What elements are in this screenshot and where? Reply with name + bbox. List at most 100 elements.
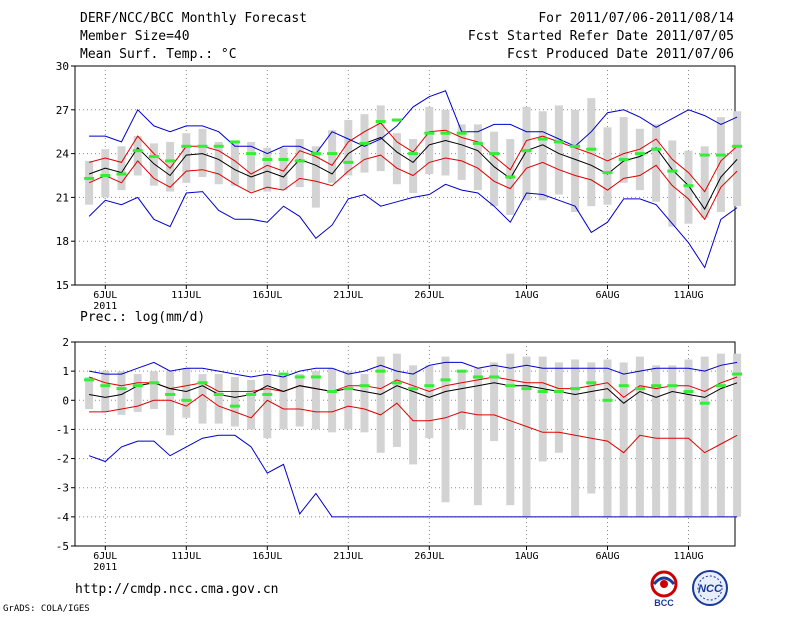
prec-green-marker <box>424 384 435 388</box>
prec-ensemble-box <box>571 359 580 517</box>
temp-green-marker <box>116 172 127 176</box>
precipitation-variable-label: Prec.: log(mm/d) <box>80 310 206 325</box>
prec-ytick-label: 1 <box>62 365 69 378</box>
prec-green-marker <box>343 387 354 391</box>
temp-ensemble-box <box>279 147 288 191</box>
prec-ensemble-box <box>652 365 661 517</box>
footer-url[interactable]: http://cmdp.ncc.cma.gov.cn <box>75 582 279 597</box>
prec-green-marker <box>359 384 370 388</box>
temp-ensemble-box <box>263 147 272 192</box>
temp-ensemble-box <box>700 146 709 218</box>
forecast-started-date: Fcst Started Refer Date 2011/07/05 <box>467 29 734 44</box>
prec-green-marker <box>667 384 678 388</box>
temperature-variable-label: Mean Surf. Temp.: °C <box>80 47 237 62</box>
prec-green-marker <box>553 390 564 394</box>
temp-green-marker <box>343 160 354 164</box>
temp-green-marker <box>181 144 192 148</box>
temp-ytick-label: 18 <box>56 235 69 248</box>
temp-ensemble-box <box>668 140 677 227</box>
temp-ensemble-box <box>457 124 466 180</box>
temp-green-marker <box>732 144 743 148</box>
temp-ensemble-box <box>247 141 256 192</box>
temp-ensemble-box <box>538 111 547 201</box>
temp-lower-spread-line <box>88 154 738 221</box>
temp-ytick-label: 30 <box>56 60 69 73</box>
temp-green-marker <box>651 147 662 151</box>
forecast-produced-date: Fcst Produced Date 2011/07/06 <box>507 47 734 62</box>
prec-xtick-label: 16JUL <box>252 551 282 562</box>
prec-green-marker <box>278 372 289 376</box>
temp-ensemble-box <box>603 127 612 205</box>
prec-ensemble-box <box>279 376 288 430</box>
temp-ensemble-box <box>635 128 644 191</box>
prec-ytick-label: 2 <box>62 336 69 349</box>
temp-ensemble-box <box>311 146 320 208</box>
temp-green-marker <box>715 153 726 157</box>
prec-green-marker <box>505 384 516 388</box>
prec-ensemble-box <box>554 362 563 453</box>
prec-green-marker <box>537 390 548 394</box>
prec-green-marker <box>521 387 532 391</box>
prec-ensemble-box <box>441 356 450 503</box>
prec-ensemble-box <box>101 371 110 412</box>
temp-green-marker <box>456 131 467 135</box>
temp-xtick-label: 1AUG <box>514 290 538 301</box>
prec-ensemble-box <box>733 353 742 517</box>
temp-ensemble-box <box>230 141 239 186</box>
prec-ensemble-box <box>328 368 337 433</box>
prec-ensemble-box <box>392 353 401 447</box>
prec-green-marker <box>408 387 419 391</box>
prec-xtick-label: 11JUL <box>171 551 201 562</box>
prec-green-marker <box>84 378 95 382</box>
bcc-logo-text: BCC <box>654 598 674 608</box>
prec-green-marker <box>440 378 451 382</box>
prec-green-marker <box>715 384 726 388</box>
grads-credit: GrADS: COLA/IGES <box>3 604 90 614</box>
temp-green-marker <box>570 144 581 148</box>
temp-ensemble-box <box>392 133 401 185</box>
prec-green-marker <box>699 401 710 405</box>
prec-green-marker <box>683 390 694 394</box>
prec-green-marker <box>197 381 208 385</box>
prec-xtick-label: 6AUG <box>595 551 619 562</box>
prec-green-marker <box>375 369 386 373</box>
temp-green-marker <box>602 171 613 175</box>
temp-xtick-label: 21JUL <box>333 290 363 301</box>
prec-ensemble-box <box>522 356 531 517</box>
temp-ensemble-box <box>522 106 531 201</box>
temp-green-marker <box>537 137 548 141</box>
temp-green-marker <box>553 140 564 144</box>
prec-ytick-label: -3 <box>56 482 69 495</box>
prec-green-marker <box>489 375 500 379</box>
temp-green-marker <box>197 144 208 148</box>
chart-title: DERF/NCC/BCC Monthly Forecast <box>80 11 307 26</box>
prec-ensemble-box <box>409 365 418 465</box>
prec-green-marker <box>602 398 613 402</box>
prec-ensemble-box <box>85 376 94 410</box>
temp-ensemble-box <box>214 141 223 185</box>
prec-ensemble-box <box>376 356 385 453</box>
prec-green-marker <box>132 384 143 388</box>
prec-ensemble-box <box>198 374 207 424</box>
temp-green-marker <box>148 155 159 159</box>
temp-xtick-label: 6JUL <box>93 290 117 301</box>
prec-ensemble-box <box>635 356 644 517</box>
temp-ensemble-box <box>490 131 499 207</box>
temp-green-marker <box>618 157 629 161</box>
temp-ytick-label: 27 <box>56 104 69 117</box>
temp-ensemble-box <box>376 105 385 172</box>
prec-ensemble-box <box>700 356 709 517</box>
temp-ensemble-box <box>473 124 482 191</box>
prec-ytick-label: -2 <box>56 453 69 466</box>
temp-ensemble-box <box>198 128 207 177</box>
temp-ensemble-box <box>425 106 434 175</box>
prec-ensemble-box <box>603 359 612 517</box>
temp-green-marker <box>310 152 321 156</box>
prec-ensemble-box <box>538 356 547 462</box>
temp-ensemble-box <box>733 111 742 207</box>
prec-green-marker <box>586 381 597 385</box>
temp-green-marker <box>100 174 111 177</box>
temp-ensemble-box <box>166 141 175 192</box>
prec-ensemble-box <box>360 374 369 433</box>
